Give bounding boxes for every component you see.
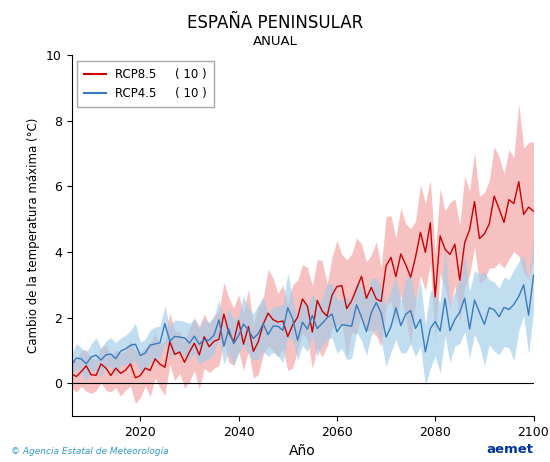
Text: ANUAL: ANUAL — [252, 35, 298, 48]
X-axis label: Año: Año — [289, 444, 316, 458]
Y-axis label: Cambio de la temperatura máxima (°C): Cambio de la temperatura máxima (°C) — [28, 118, 40, 353]
Text: © Agencia Estatal de Meteorología: © Agencia Estatal de Meteorología — [11, 448, 169, 456]
Text: aemet: aemet — [487, 444, 534, 456]
Text: ESPAÑA PENINSULAR: ESPAÑA PENINSULAR — [187, 14, 363, 32]
Legend: RCP8.5     ( 10 ), RCP4.5     ( 10 ): RCP8.5 ( 10 ), RCP4.5 ( 10 ) — [78, 61, 214, 107]
